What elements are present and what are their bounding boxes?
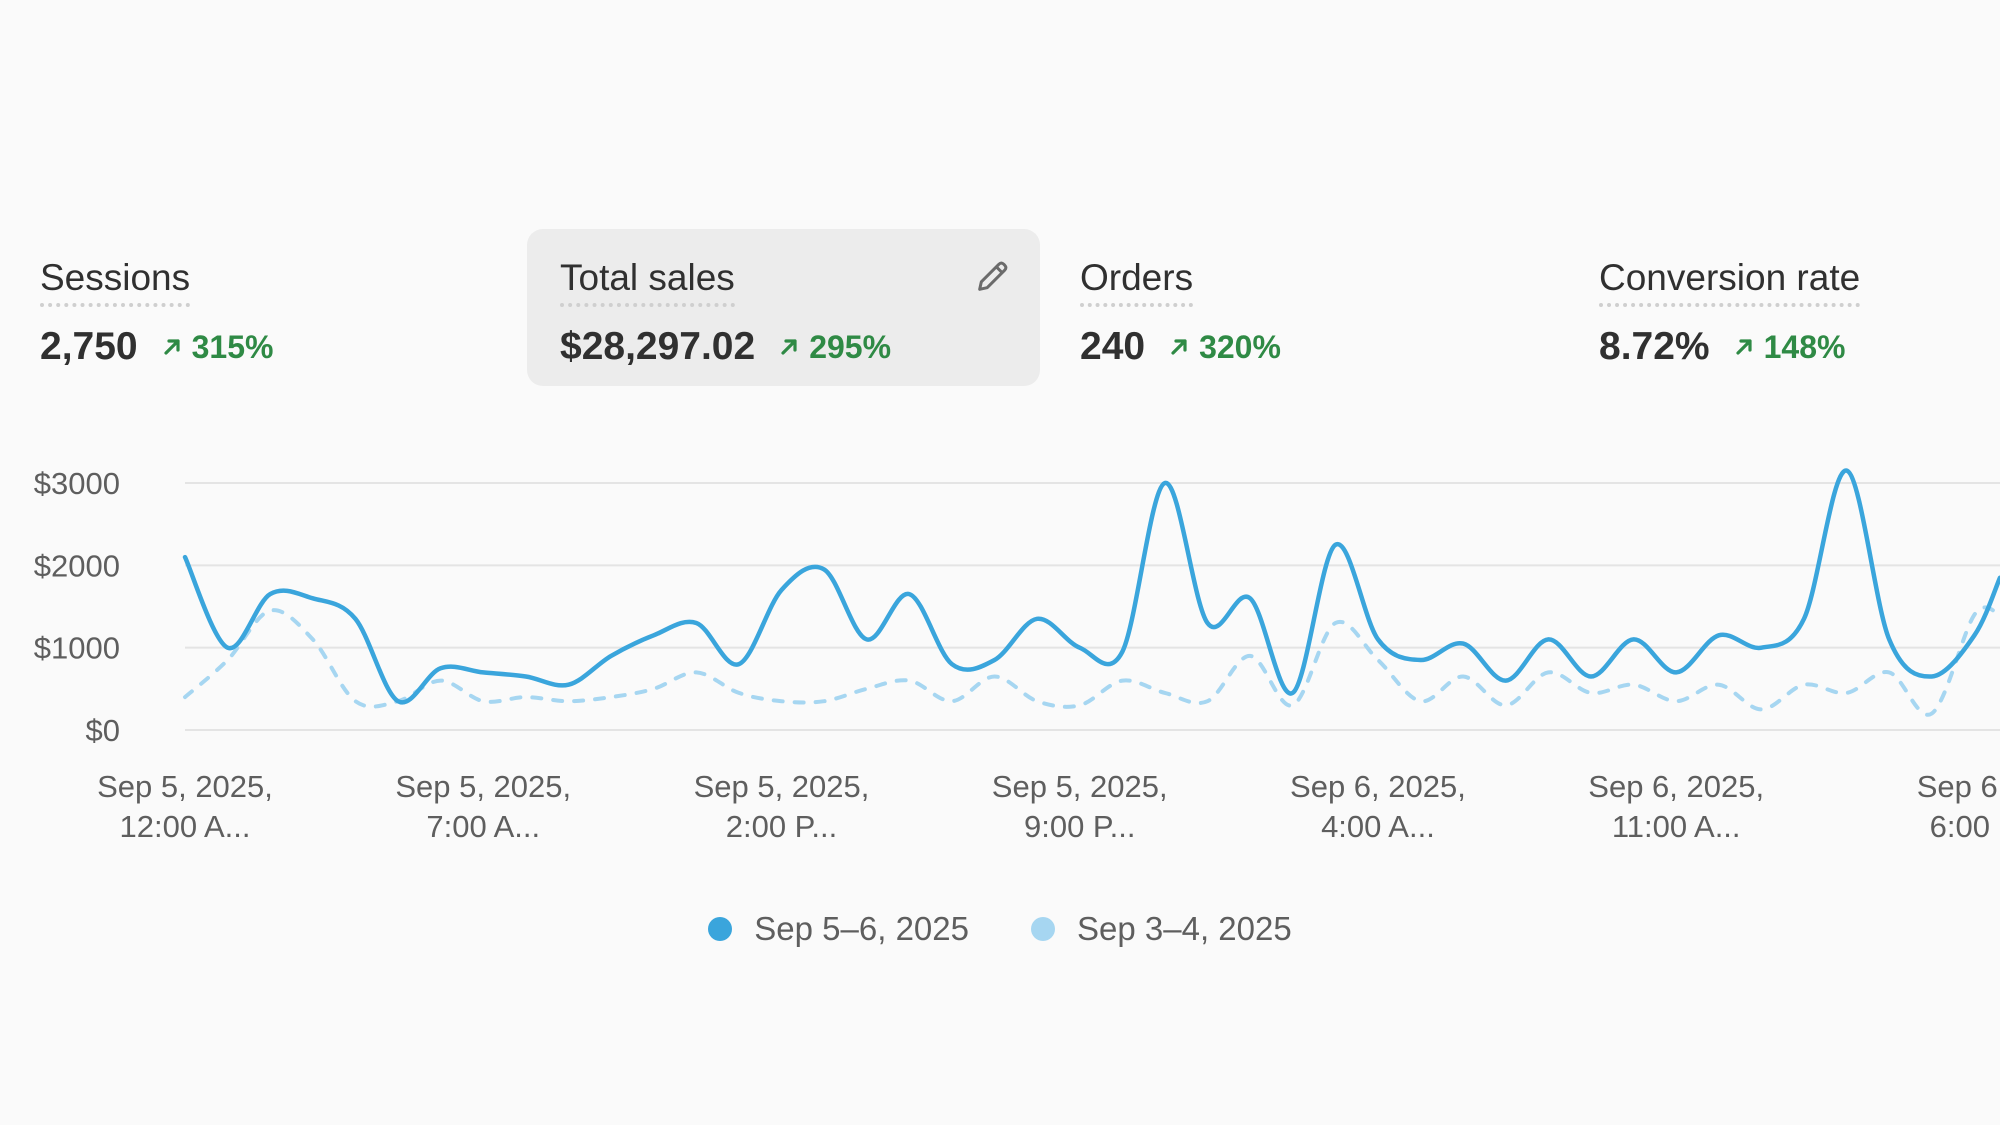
y-tick-label: $2000 <box>34 548 120 583</box>
legend-dot-previous <box>1031 917 1055 941</box>
arrow-up-right-icon <box>1735 339 1752 355</box>
sessions-delta-value: 315% <box>191 328 274 365</box>
legend-item-current-period[interactable]: Sep 5–6, 2025 <box>708 910 969 948</box>
legend-dot-current <box>708 917 733 941</box>
orders-delta-value: 320% <box>1199 328 1281 365</box>
conversion-rate-metric-card[interactable]: Conversion rate 8.72% 148% <box>1566 229 1991 386</box>
x-tick-label: Sep 5, 2025, 9:00 P... <box>992 769 1168 844</box>
total-sales-metric-card[interactable]: Total sales $28,297.02 295% <box>527 229 1040 386</box>
chart-legend: Sep 5–6, 2025 Sep 3–4, 2025 <box>0 910 2000 948</box>
series-line-current <box>182 468 2000 705</box>
edit-metric-button[interactable] <box>970 253 1016 299</box>
legend-label-current: Sep 5–6, 2025 <box>754 910 969 947</box>
arrow-up-right-icon <box>1171 339 1187 355</box>
x-tick-label: Sep 6, 2025, 11:00 A... <box>1588 769 1764 844</box>
x-tick-label: Sep 5, 2025, 2:00 P... <box>694 769 870 844</box>
sessions-metric-value: 2,750 <box>40 325 138 368</box>
total-sales-metric-delta: 295% <box>777 329 891 366</box>
sessions-metric-values: 2,750 315% <box>40 325 469 369</box>
arrow-up-right-icon <box>781 339 797 355</box>
conversion-rate-metric-values: 8.72% 148% <box>1599 325 1958 369</box>
sales-line-chart[interactable]: $0 $1000 $2000 $3000 Sep 5, 2025, 12:00 A... S… <box>0 440 2000 860</box>
y-tick-label: $3000 <box>34 466 120 501</box>
y-tick-label: $1000 <box>34 631 120 666</box>
x-tick-label: Sep 5, 2025, 12:00 A... <box>97 769 273 844</box>
legend-item-previous-period[interactable]: Sep 3–4, 2025 <box>1031 910 1292 948</box>
sessions-metric-card[interactable]: Sessions 2,750 315% <box>7 229 502 386</box>
sessions-metric-delta: 315% <box>160 328 274 366</box>
conversion-rate-delta-value: 148% <box>1763 328 1846 365</box>
y-tick-label: $0 <box>86 713 120 748</box>
orders-metric-card[interactable]: Orders 240 320% <box>1047 229 1542 386</box>
x-tick-label: Sep 5, 2025, 7:00 A... <box>395 769 571 844</box>
sessions-metric-label[interactable]: Sessions <box>40 255 191 307</box>
legend-label-previous: Sep 3–4, 2025 <box>1077 910 1292 947</box>
total-sales-metric-values: $28,297.02 295% <box>560 325 1007 369</box>
arrow-up-right-icon <box>164 339 180 355</box>
orders-metric-values: 240 320% <box>1080 325 1509 369</box>
x-tick-label: Sep 6, 2025, 4:00 A... <box>1290 769 1466 844</box>
total-sales-metric-value: $28,297.02 <box>560 325 756 368</box>
orders-metric-label[interactable]: Orders <box>1080 255 1194 307</box>
conversion-rate-metric-value: 8.72% <box>1599 325 1710 368</box>
series-line-previous <box>183 605 2000 717</box>
orders-metric-value: 240 <box>1080 325 1146 368</box>
pencil-icon <box>978 261 1008 291</box>
total-sales-delta-value: 295% <box>809 328 892 365</box>
conversion-rate-metric-delta: 148% <box>1732 328 1846 366</box>
x-tick-label: Sep 6, 26:00 P <box>1917 769 2000 844</box>
total-sales-metric-label[interactable]: Total sales <box>560 255 735 307</box>
conversion-rate-metric-label[interactable]: Conversion rate <box>1599 255 1861 307</box>
orders-metric-delta: 320% <box>1167 329 1281 366</box>
